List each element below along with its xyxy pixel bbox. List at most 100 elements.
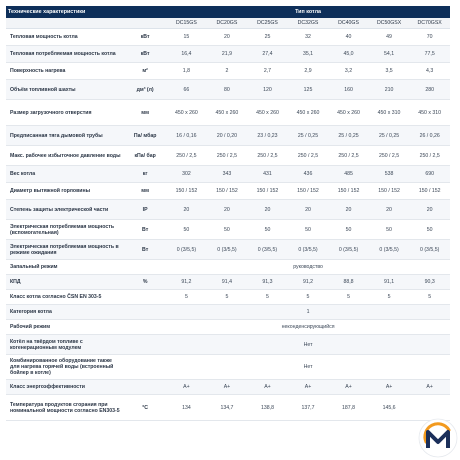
spec-value: A+ xyxy=(409,380,450,395)
spec-value: 450 x 310 xyxy=(409,100,450,126)
spec-unit: дм³ (л) xyxy=(124,80,167,100)
spec-value: 450 x 260 xyxy=(206,100,248,126)
spec-value: 250 / 2,5 xyxy=(287,146,329,166)
spec-value: 250 / 2,5 xyxy=(247,146,288,166)
spec-value: 450 x 260 xyxy=(287,100,329,126)
spec-value: 150 / 152 xyxy=(368,183,410,200)
spec-value: 450 x 260 xyxy=(247,100,288,126)
spec-unit: IP xyxy=(124,200,167,220)
spec-label: Диаметр вытяжной горловины xyxy=(6,183,125,200)
spec-value: 134 xyxy=(166,395,207,421)
spec-value: 250 / 2,5 xyxy=(328,146,369,166)
spec-value: A+ xyxy=(206,380,248,395)
spec-value: 5 xyxy=(368,290,410,305)
spec-value: 1,8 xyxy=(166,63,207,80)
spec-value: 0 (3/5,5) xyxy=(328,240,369,260)
spec-value: 21,9 xyxy=(206,46,248,63)
spec-value: 15 xyxy=(166,29,207,46)
spec-value: A+ xyxy=(247,380,288,395)
spec-label: Категория котла xyxy=(6,305,125,320)
model-row: DC15GS DC20GS DC25GS DC32GS DC40GS DC50G… xyxy=(6,18,450,29)
spec-label: Тепловая потребляемая мощность котла xyxy=(6,46,125,63)
spec-value: 90,3 xyxy=(409,275,450,290)
spec-value: 91,1 xyxy=(368,275,410,290)
spec-unit: Вт xyxy=(124,240,167,260)
spec-value: 50 xyxy=(368,220,410,240)
spec-unit: кПа/ бар xyxy=(124,146,167,166)
spec-unit: кВт xyxy=(124,46,167,63)
spec-value: 20 / 0,20 xyxy=(206,126,248,146)
spec-value: 35,1 xyxy=(287,46,329,63)
spec-label: Электрическая потребляемая мощность в ре… xyxy=(6,240,125,260)
table-row: Объём топливной шахты дм³ (л) 66 80 120 125 16… xyxy=(6,80,450,100)
spec-value: 150 / 152 xyxy=(206,183,248,200)
table-row: Класс котла согласно ČSN EN 303-5 5 5 5 5 5 5 5 xyxy=(6,290,450,305)
spec-value: 20 xyxy=(206,200,248,220)
spec-unit: м² xyxy=(124,63,167,80)
spec-unit xyxy=(124,380,167,395)
spec-label: Степень защиты электрической части xyxy=(6,200,125,220)
spec-label: Макс. рабочее избыточное давление воды xyxy=(6,146,125,166)
spec-unit: °C xyxy=(124,395,167,421)
spec-unit xyxy=(124,320,167,335)
table-row: Рабочий режим неконденсирующийся xyxy=(6,320,450,335)
table-row: Предписанная тяга дымовой трубы Па/ мбар 1… xyxy=(6,126,450,146)
spec-value: 40 xyxy=(328,29,369,46)
spec-value: 91,2 xyxy=(287,275,329,290)
spec-label: Комбинированное оборудование также для н… xyxy=(6,355,125,380)
spec-value: 5 xyxy=(409,290,450,305)
table-row: Категория котла 1 xyxy=(6,305,450,320)
spec-value: 538 xyxy=(368,166,410,183)
spec-value: 91,2 xyxy=(166,275,207,290)
spec-value: 0 (3/5,5) xyxy=(368,240,410,260)
specs-body: Тепловая мощность котла кВт 15 20 25 32 40 49 70… xyxy=(6,29,450,421)
spec-value: 20 xyxy=(166,200,207,220)
spec-value: 54,1 xyxy=(368,46,410,63)
spec-label: Размер загрузочного отверстия xyxy=(6,100,125,126)
spec-value: 431 xyxy=(247,166,288,183)
spec-value: 0 (3/5,5) xyxy=(409,240,450,260)
table-row: Диаметр вытяжной горловины мм 150 / 152 150… xyxy=(6,183,450,200)
spec-value: 0 (3/5,5) xyxy=(166,240,207,260)
spec-value: 150 / 152 xyxy=(409,183,450,200)
spec-unit xyxy=(124,260,167,275)
table-row: КПД% 91,2 91,4 91,3 91,2 88,8 91,1 90,3 xyxy=(6,275,450,290)
spec-value: 50 xyxy=(166,220,207,240)
spec-value: 150 / 152 xyxy=(328,183,369,200)
spec-label: Температура продуктов сгорания при номин… xyxy=(6,395,125,421)
spec-label: Рабочий режим xyxy=(6,320,125,335)
model-name: DC40GS xyxy=(328,18,369,29)
spec-value: 25 xyxy=(247,29,288,46)
spec-value: 187,8 xyxy=(328,395,369,421)
model-name: DC32GS xyxy=(287,18,329,29)
spec-value: 32 xyxy=(287,29,329,46)
table-row: Котёл на твёрдом топливе с когенерационн… xyxy=(6,335,450,355)
spec-value: 45,0 xyxy=(328,46,369,63)
spec-unit: Вт xyxy=(124,220,167,240)
spec-value: 4,3 xyxy=(409,63,450,80)
spec-value: 160 xyxy=(328,80,369,100)
spec-value: A+ xyxy=(287,380,329,395)
spec-value: 20 xyxy=(409,200,450,220)
spec-value: 66 xyxy=(166,80,207,100)
spec-value: 0 (3/5,5) xyxy=(287,240,329,260)
spec-label: Вес котла xyxy=(6,166,125,183)
table-row: Электрическая потребляемая мощность в ре… xyxy=(6,240,450,260)
spec-value: 250 / 2,5 xyxy=(206,146,248,166)
spec-unit: % xyxy=(124,275,167,290)
table-row: Электрическая потребляемая мощность (всп… xyxy=(6,220,450,240)
spec-value-all-models: руководство xyxy=(166,260,450,275)
model-row-spacer xyxy=(6,18,125,29)
spec-unit: Па/ мбар xyxy=(124,126,167,146)
spec-value: 150 / 152 xyxy=(287,183,329,200)
spec-value: 210 xyxy=(368,80,410,100)
spec-value: 91,3 xyxy=(247,275,288,290)
spec-value: 137,7 xyxy=(287,395,329,421)
spec-value: 50 xyxy=(287,220,329,240)
spec-value: 280 xyxy=(409,80,450,100)
table-row: Поверхность нагрева м² 1,8 2 2,7 2,9 3,2 3,5 4,3 xyxy=(6,63,450,80)
spec-unit xyxy=(124,305,167,320)
table-row: Запальный режим руководство xyxy=(6,260,450,275)
spec-label: Тепловая мощность котла xyxy=(6,29,125,46)
spec-value: 50 xyxy=(247,220,288,240)
